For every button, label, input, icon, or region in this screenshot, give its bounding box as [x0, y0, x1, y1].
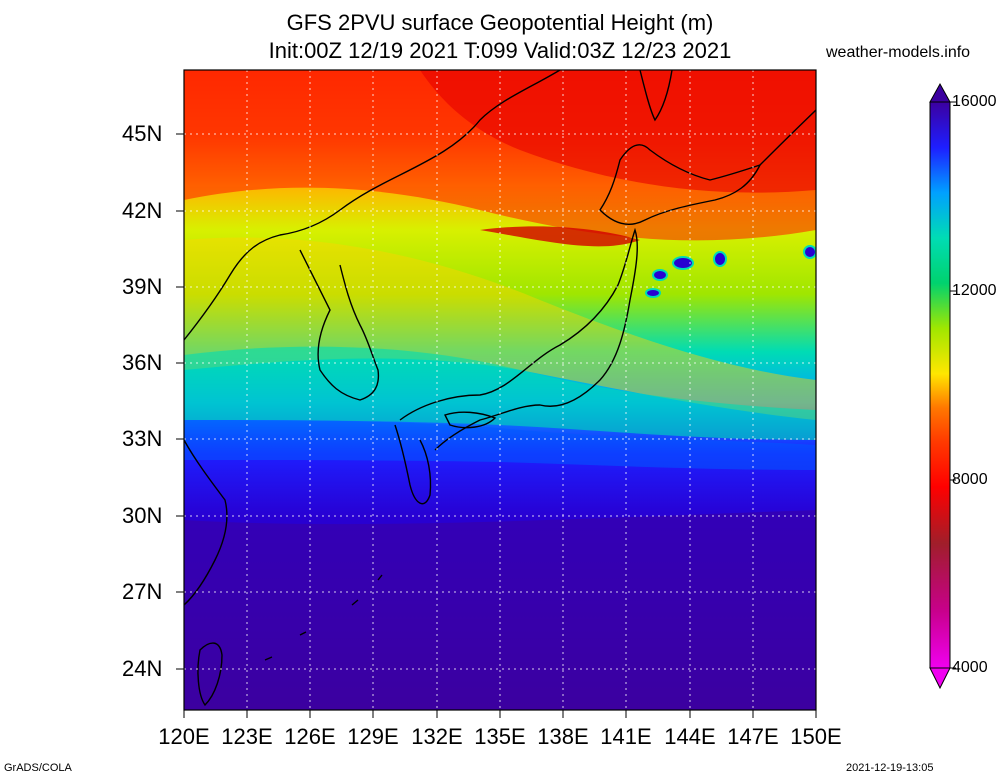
- colorbar-bottom-arrow: [929, 667, 951, 690]
- site-credit: weather-models.info: [826, 44, 971, 61]
- colorbar-label-12000: 12000: [952, 282, 997, 299]
- lon-label-150e: 150E: [790, 724, 842, 749]
- lon-label-141e: 141E: [600, 724, 652, 749]
- gridlines: [184, 70, 816, 710]
- lon-label-138e: 138E: [537, 724, 589, 749]
- lon-label-120e: 120E: [158, 724, 210, 749]
- chart-title-line1: GFS 2PVU surface Geopotential Height (m): [286, 10, 714, 35]
- lon-label-129e: 129E: [347, 724, 399, 749]
- footer-software: GrADS/COLA: [4, 762, 72, 774]
- chart-title-line2: Init:00Z 12/19 2021 T:099 Valid:03Z 12/2…: [268, 38, 732, 63]
- colorbar: [929, 82, 956, 690]
- colorbar-label-16000: 16000: [952, 93, 997, 110]
- lon-label-144e: 144E: [664, 724, 716, 749]
- colorbar-top-arrow: [929, 82, 951, 103]
- lat-label-45n: 45N: [122, 121, 163, 146]
- lat-label-36n: 36N: [122, 350, 163, 375]
- lon-label-147e: 147E: [727, 724, 779, 749]
- lat-label-24n: 24N: [122, 656, 163, 681]
- colorbar-label-4000: 4000: [952, 659, 988, 676]
- colorbar-label-8000: 8000: [952, 471, 988, 488]
- coastlines: [184, 70, 816, 707]
- lat-label-27n: 27N: [122, 579, 163, 604]
- footer-timestamp: 2021-12-19-13:05: [846, 762, 934, 774]
- lat-label-33n: 33N: [122, 426, 163, 451]
- lon-label-123e: 123E: [221, 724, 273, 749]
- lat-label-42n: 42N: [122, 198, 163, 223]
- colorbar-bar: [929, 101, 951, 669]
- axis-ticks: [176, 133, 817, 718]
- lon-label-126e: 126E: [284, 724, 336, 749]
- lat-label-39n: 39N: [122, 274, 163, 299]
- lon-label-132e: 132E: [411, 724, 463, 749]
- lat-label-30n: 30N: [122, 503, 163, 528]
- lon-label-135e: 135E: [474, 724, 526, 749]
